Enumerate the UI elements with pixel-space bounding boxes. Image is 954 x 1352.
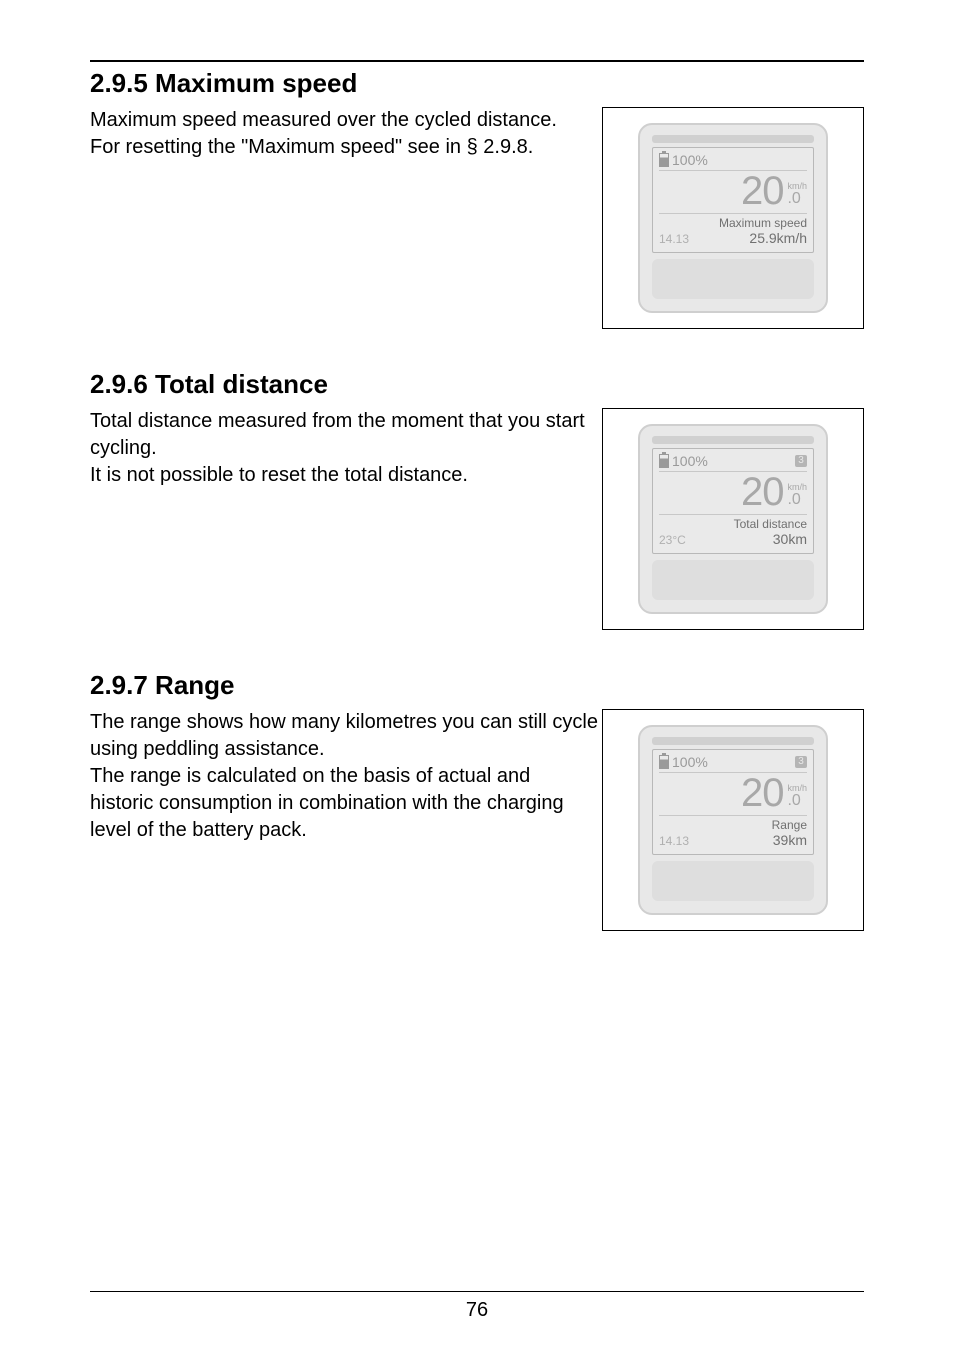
page: 2.9.5 Maximum speed Maximum speed measur… xyxy=(0,0,954,1352)
footer-right: 30km xyxy=(773,531,807,547)
top-rule xyxy=(90,60,864,62)
speed-row: 20 km/h .0 xyxy=(659,772,807,813)
device-screen: 100% 3 20 km/h .0 Range xyxy=(652,749,814,855)
section-2-9-7: 2.9.7 Range The range shows how many kil… xyxy=(90,670,864,931)
section-body: Total distance measured from the moment … xyxy=(90,408,864,630)
speed-decimal: .0 xyxy=(787,191,800,207)
metric-label: Total distance xyxy=(659,517,807,531)
device-figure: 100% 20 km/h .0 Maximum spee xyxy=(602,107,864,329)
speed-value: 20 xyxy=(741,472,784,512)
device-screen: 100% 20 km/h .0 Maximum spee xyxy=(652,147,814,253)
section-heading: 2.9.6 Total distance xyxy=(90,369,864,400)
speed-value: 20 xyxy=(741,773,784,813)
section-body: The range shows how many kilometres you … xyxy=(90,709,864,931)
section-2-9-6: 2.9.6 Total distance Total distance meas… xyxy=(90,369,864,630)
screen-footer: 23°C 30km xyxy=(659,531,807,547)
assist-level-box: 3 xyxy=(795,455,807,467)
screen-bottom: Range 14.13 39km xyxy=(659,815,807,848)
footer-left: 14.13 xyxy=(659,232,689,246)
footer-right: 25.9km/h xyxy=(749,230,807,246)
speed-meta: km/h .0 xyxy=(787,182,807,211)
speed-value: 20 xyxy=(741,171,784,211)
page-number: 76 xyxy=(0,1299,954,1322)
screen-status-row: 100% 3 xyxy=(659,453,807,469)
screen-footer: 14.13 39km xyxy=(659,832,807,848)
section-text: Maximum speed measured over the cycled d… xyxy=(90,107,602,161)
speed-decimal: .0 xyxy=(787,492,800,508)
speed-decimal: .0 xyxy=(787,793,800,809)
device-top-strip xyxy=(652,737,814,745)
device-button-area xyxy=(652,861,814,901)
section-body: Maximum speed measured over the cycled d… xyxy=(90,107,864,329)
screen-status-row: 100% xyxy=(659,152,807,168)
footer-left: 23°C xyxy=(659,533,686,547)
section-text: The range shows how many kilometres you … xyxy=(90,709,602,844)
device-screen: 100% 3 20 km/h .0 Total dista xyxy=(652,448,814,554)
battery-indicator: 100% xyxy=(659,152,708,168)
speed-row: 20 km/h .0 xyxy=(659,471,807,512)
display-device: 100% 3 20 km/h .0 Range xyxy=(638,725,828,915)
battery-indicator: 100% xyxy=(659,754,708,770)
section-heading: 2.9.5 Maximum speed xyxy=(90,68,864,99)
speed-meta: km/h .0 xyxy=(787,483,807,512)
speed-row: 20 km/h .0 xyxy=(659,170,807,211)
screen-bottom: Total distance 23°C 30km xyxy=(659,514,807,547)
device-button-area xyxy=(652,560,814,600)
device-top-strip xyxy=(652,436,814,444)
battery-percent: 100% xyxy=(672,453,708,469)
speed-meta: km/h .0 xyxy=(787,784,807,813)
metric-label: Range xyxy=(659,818,807,832)
display-device: 100% 20 km/h .0 Maximum spee xyxy=(638,123,828,313)
device-figure: 100% 3 20 km/h .0 Total dista xyxy=(602,408,864,630)
section-heading: 2.9.7 Range xyxy=(90,670,864,701)
battery-percent: 100% xyxy=(672,754,708,770)
display-device: 100% 3 20 km/h .0 Total dista xyxy=(638,424,828,614)
battery-percent: 100% xyxy=(672,152,708,168)
assist-level-box: 3 xyxy=(795,756,807,768)
device-top-strip xyxy=(652,135,814,143)
device-button-area xyxy=(652,259,814,299)
battery-indicator: 100% xyxy=(659,453,708,469)
footer-right: 39km xyxy=(773,832,807,848)
screen-footer: 14.13 25.9km/h xyxy=(659,230,807,246)
footer-left: 14.13 xyxy=(659,834,689,848)
battery-icon xyxy=(659,755,669,769)
section-text: Total distance measured from the moment … xyxy=(90,408,602,489)
battery-icon xyxy=(659,153,669,167)
metric-label: Maximum speed xyxy=(659,216,807,230)
screen-bottom: Maximum speed 14.13 25.9km/h xyxy=(659,213,807,246)
bottom-rule xyxy=(90,1291,864,1292)
battery-icon xyxy=(659,454,669,468)
section-2-9-5: 2.9.5 Maximum speed Maximum speed measur… xyxy=(90,68,864,329)
screen-status-row: 100% 3 xyxy=(659,754,807,770)
device-figure: 100% 3 20 km/h .0 Range xyxy=(602,709,864,931)
